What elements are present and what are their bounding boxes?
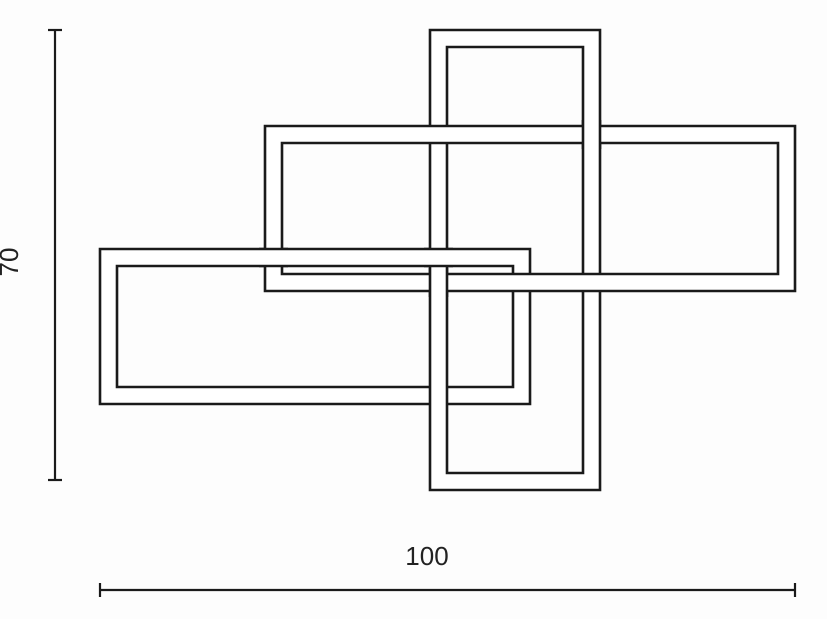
dim-width: 100 [100,541,795,597]
dim-width-label: 100 [405,541,448,571]
dim-height: 70 [0,30,62,480]
weave-patch [100,249,530,404]
frames-group [100,30,795,490]
frame-lower-wide [100,249,530,404]
weave-patch [100,249,530,404]
dim-height-label: 70 [0,248,24,277]
